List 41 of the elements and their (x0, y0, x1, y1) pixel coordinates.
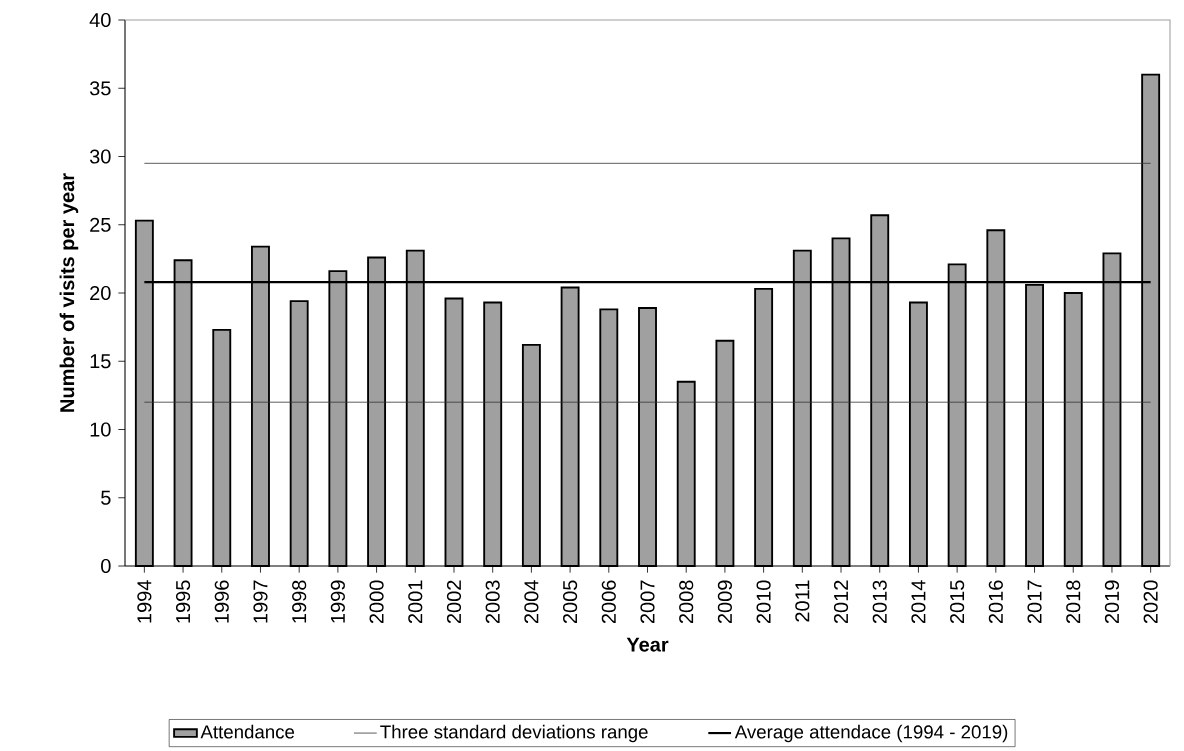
x-axis-title: Year (626, 637, 669, 652)
x-tick-label: 2001 (408, 580, 423, 624)
x-tick-label: 2018 (1066, 580, 1081, 624)
x-tick-label: 2005 (563, 580, 578, 624)
legend-label: Average attendace (1994 - 2019) (734, 724, 1008, 743)
y-tick-label: 40 (89, 12, 111, 28)
x-tick-label: 2010 (756, 580, 771, 624)
x-tick-label: 2003 (485, 580, 500, 624)
x-tick-label: 2006 (601, 580, 616, 624)
x-tick-label: 1999 (330, 580, 345, 623)
x-tick-label: 2016 (988, 580, 1003, 624)
x-tick-label: 2000 (369, 580, 384, 624)
x-tick-label: 2009 (717, 580, 732, 624)
x-tick-label: 2012 (833, 580, 849, 624)
y-tick-label: 5 (101, 490, 111, 505)
legend-label: Attendance (200, 724, 295, 739)
legend-label: Three standard deviations range (380, 724, 648, 743)
x-tick-label: 2017 (1027, 580, 1042, 624)
y-tick-label: 15 (90, 354, 111, 369)
x-tick-label: 1997 (253, 580, 268, 623)
x-tick-label: 2015 (950, 580, 965, 624)
y-tick-label: 10 (90, 422, 111, 437)
x-tick-label: 1996 (214, 580, 229, 623)
x-tick-label: 2004 (524, 580, 539, 624)
y-tick-label: 0 (101, 558, 111, 574)
x-tick-label: 2020 (1143, 580, 1158, 624)
x-tick-label: 2013 (872, 580, 887, 624)
x-tick-label: 2002 (446, 580, 462, 624)
x-tick-label: 2014 (911, 580, 926, 624)
x-tick-label: 2019 (1104, 580, 1120, 624)
x-tick-label: 2007 (640, 580, 655, 624)
x-tick-label: 1994 (137, 580, 152, 623)
x-tick-label: 2008 (679, 580, 694, 624)
x-tick-label: 1995 (175, 580, 191, 623)
y-axis-title: Number of visits per year (59, 173, 79, 412)
y-tick-label: 20 (90, 285, 111, 301)
y-tick-label: 25 (90, 217, 111, 232)
x-tick-label: 1998 (292, 580, 307, 623)
y-tick-label: 30 (89, 149, 111, 164)
x-tick-label: 2011 (795, 580, 810, 622)
y-tick-label: 35 (89, 81, 111, 96)
